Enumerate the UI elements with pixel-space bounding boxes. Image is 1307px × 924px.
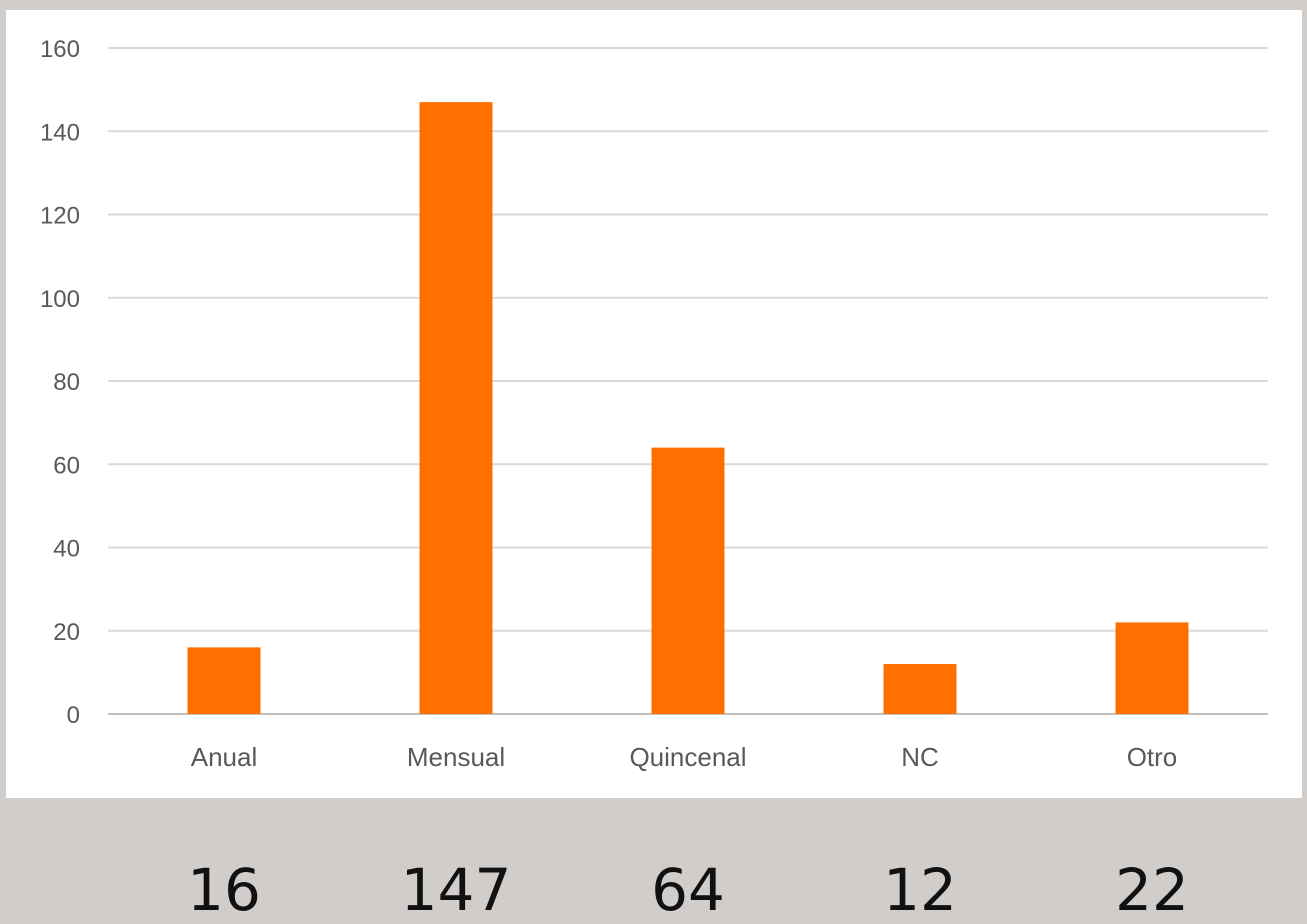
value-label-anual: 16 (187, 856, 261, 924)
category-label: Quincenal (629, 742, 746, 772)
category-label: NC (901, 742, 939, 772)
y-tick-label: 20 (53, 619, 80, 646)
bar-nc (883, 664, 957, 714)
bar-chart: 0 20 40 60 80 100 120 140 160 Anual Mensual Quincen… (40, 36, 1268, 772)
category-label: Otro (1127, 742, 1178, 772)
y-tick-label: 40 (53, 536, 80, 563)
y-tick-label: 80 (53, 369, 80, 396)
bar-mensual (419, 102, 493, 715)
category-label: Anual (191, 742, 258, 772)
value-label-nc: 12 (883, 856, 957, 924)
value-label-otro: 22 (1115, 856, 1189, 924)
chart-panel: 0 20 40 60 80 100 120 140 160 Anual Mensual Quincen… (6, 10, 1302, 798)
bar-anual (187, 647, 261, 714)
y-tick-label: 0 (67, 702, 80, 729)
y-tick-label: 160 (40, 36, 80, 63)
y-tick-label: 60 (53, 452, 80, 479)
y-tick-label: 140 (40, 119, 80, 146)
bar-quincenal (651, 447, 725, 714)
y-tick-label: 100 (40, 286, 80, 313)
value-label-quincenal: 64 (651, 856, 725, 924)
category-label: Mensual (407, 742, 505, 772)
bar-otro (1115, 622, 1189, 714)
value-label-mensual: 147 (400, 856, 512, 924)
y-tick-label: 120 (40, 203, 80, 230)
